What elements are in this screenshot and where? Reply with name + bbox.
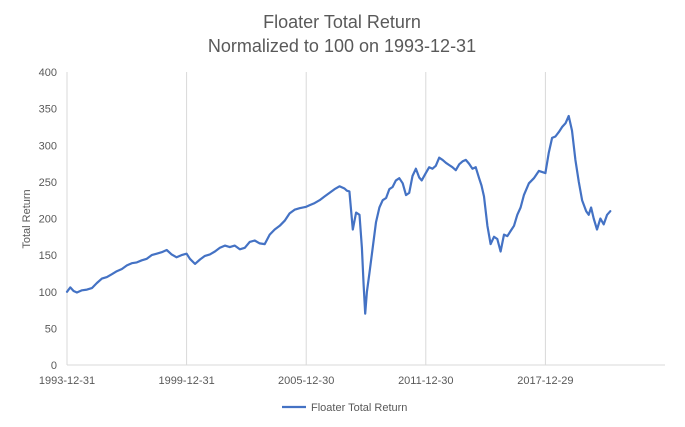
- legend: Floater Total Return: [282, 402, 407, 414]
- y-tick-label: 350: [39, 104, 57, 116]
- x-tick-label: 2017-12-29: [517, 375, 573, 387]
- series-group: [65, 114, 612, 315]
- y-tick-label: 200: [39, 214, 57, 226]
- chart-subtitle: Normalized to 100 on 1993-12-31: [208, 36, 476, 56]
- legend-label: Floater Total Return: [311, 402, 407, 414]
- x-tick-label: 2005-12-30: [278, 375, 334, 387]
- y-tick-label: 400: [39, 67, 57, 79]
- y-tick-label: 0: [51, 360, 57, 372]
- x-axis: 1993-12-31 1999-12-31 2005-12-30 2011-12-30…: [39, 375, 574, 387]
- x-tick-label: 1999-12-31: [158, 375, 214, 387]
- y-tick-label: 150: [39, 250, 57, 262]
- y-tick-label: 50: [45, 323, 57, 335]
- y-axis-label: Total Return: [21, 189, 33, 248]
- y-tick-label: 300: [39, 140, 57, 152]
- y-tick-label: 100: [39, 287, 57, 299]
- series-line-0: [65, 114, 612, 315]
- x-tick-label: 2011-12-30: [398, 375, 453, 387]
- gridlines: [66, 72, 546, 365]
- y-axis: 0 50 100 150 200 250 300 350 400: [39, 67, 57, 372]
- x-tick-label: 1993-12-31: [39, 375, 95, 387]
- chart-title: Floater Total Return: [263, 12, 421, 32]
- y-tick-label: 250: [39, 177, 57, 189]
